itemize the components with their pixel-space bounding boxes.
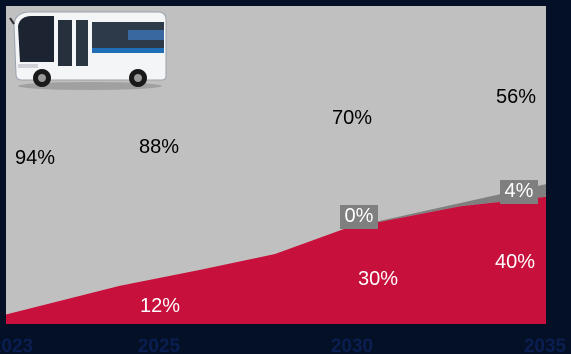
series-area-hybrid bbox=[345, 184, 546, 229]
data-label-diesel-2030: 70% bbox=[332, 107, 372, 129]
series-area-electric bbox=[6, 196, 546, 324]
x-tick-label-2030: 2030 bbox=[331, 336, 373, 354]
data-label-diesel-2025: 88% bbox=[139, 136, 179, 158]
data-label-diesel-2035: 56% bbox=[496, 86, 536, 108]
x-tick-label-2025: 2025 bbox=[138, 336, 181, 354]
x-tick-label-2023: 2023 bbox=[0, 336, 33, 354]
data-label-hybrid-2035: 4% bbox=[505, 180, 534, 202]
data-label-hybrid-2035-box bbox=[500, 180, 538, 204]
data-label-electric-2025: 12% bbox=[140, 295, 180, 317]
data-label-electric-2030: 30% bbox=[358, 268, 398, 290]
data-label-hybrid-2030-box bbox=[340, 205, 378, 229]
x-tick-label-2035: 2035 bbox=[524, 336, 567, 354]
data-label-diesel-2023: 94% bbox=[15, 147, 55, 169]
data-label-hybrid-2030: 0% bbox=[345, 205, 374, 227]
bus-icon bbox=[9, 11, 167, 90]
data-label-electric-2035: 40% bbox=[495, 251, 535, 273]
